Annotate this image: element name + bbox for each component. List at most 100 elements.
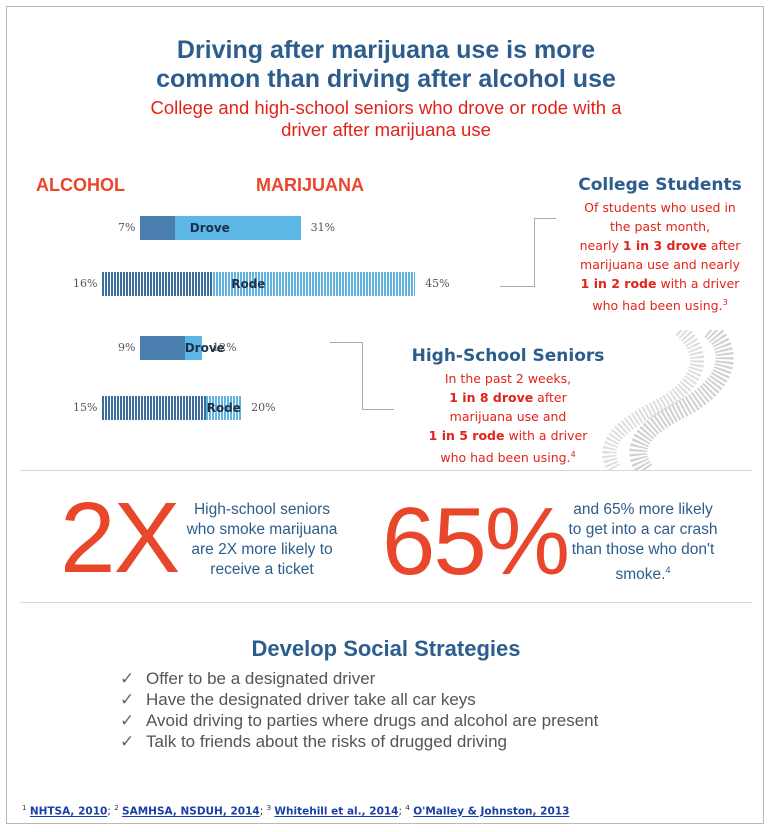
hs-line-3: marijuana use and (449, 409, 567, 424)
college-connector-horizontal (500, 286, 534, 287)
check-icon: ✓ (120, 711, 135, 730)
pct-line-3: than those who don't (571, 541, 715, 558)
page-subtitle: College and high-school seniors who drov… (0, 97, 772, 141)
marijuana-column-heading: MARIJUANA (256, 175, 364, 195)
alcohol-percent-label: 15% (73, 401, 98, 414)
check-icon: ✓ (120, 669, 135, 688)
pct-line-4-text: smoke. (615, 566, 666, 584)
strategy-item: ✓ Avoid driving to parties where drugs an… (120, 710, 598, 731)
ref-link-omalley[interactable]: O'Malley & Johnston, 2013 (413, 805, 570, 818)
college-line-3: nearly 1 in 3 drove after (560, 236, 760, 255)
hs-line-4: 1 in 5 rode with a driver (398, 426, 618, 445)
marijuana-bar-rode (206, 396, 242, 420)
marijuana-bar-rode (213, 272, 416, 296)
ref-link-samhsa[interactable]: SAMHSA, NSDUH, 2014 (122, 805, 260, 818)
subtitle-line-2: driver after marijuana use (281, 119, 491, 140)
strategy-item: ✓ Offer to be a designated driver (120, 668, 598, 689)
two-x-line-2: who smoke marijuana (186, 521, 338, 538)
ref-link-nhtsa[interactable]: NHTSA, 2010 (29, 805, 108, 818)
ref-separator: ; (398, 805, 406, 818)
college-line-3-b: 1 in 3 drove (622, 238, 707, 253)
college-line-6: who had been using.3 (560, 293, 760, 315)
hs-footnote-marker: 4 (570, 450, 576, 459)
two-x-description: High-school seniors who smoke marijuana … (172, 500, 352, 580)
strategy-text: Have the designated driver take all car … (146, 690, 476, 709)
college-line-2: the past month, (609, 219, 710, 234)
strategy-item: ✓ Talk to friends about the risks of drug… (120, 731, 598, 752)
alcohol-bar-rode (102, 272, 214, 296)
alcohol-percent-label: 9% (118, 341, 136, 354)
marijuana-percent-label: 20% (251, 401, 276, 414)
hs-line-2: 1 in 8 drove after (398, 388, 618, 407)
highschool-connector-horizontal (330, 342, 362, 343)
section-divider-2 (20, 602, 752, 603)
marijuana-percent-label: 31% (310, 221, 336, 234)
marijuana-percent-label: 45% (425, 277, 450, 290)
college-line-5-b: with a driver (656, 276, 740, 291)
road-graphic (602, 330, 734, 470)
pct-footnote-marker: 4 (665, 565, 671, 575)
check-icon: ✓ (120, 732, 135, 751)
marijuana-bar-drove (174, 216, 301, 240)
college-students-description: Of students who used in the past month, … (560, 198, 760, 315)
title-line-1: Driving after marijuana use is more (176, 36, 596, 64)
hs-line-5: who had been using.4 (398, 445, 618, 467)
two-x-line-1: High-school seniors (193, 501, 331, 518)
bar-category-label: Drove (185, 336, 225, 360)
references: 1 NHTSA, 2010; 2 SAMHSA, NSDUH, 2014; 3 … (22, 804, 569, 818)
alcohol-bar-rode (102, 396, 207, 420)
strategy-text: Avoid driving to parties where drugs and… (146, 711, 599, 730)
marijuana-bar-drove (184, 336, 203, 360)
ref-separator: ; (107, 805, 115, 818)
college-line-3-a: nearly (579, 238, 623, 253)
ref-marker-3: 3 (266, 804, 272, 812)
college-students-title: College Students (578, 175, 742, 195)
hs-line-4-a: 1 in 5 rode (428, 428, 505, 443)
alcohol-column-heading: ALCOHOL (36, 175, 125, 195)
sixty-five-percent-stat: 65% (382, 488, 570, 595)
alcohol-percent-label: 16% (73, 277, 98, 290)
college-line-6-text: who had been using. (592, 298, 723, 314)
college-line-5: 1 in 2 rode with a driver (560, 274, 760, 293)
check-icon: ✓ (120, 690, 135, 709)
pct-line-2: to get into a car crash (568, 521, 718, 538)
title-line-2: common than driving after alcohol use (156, 65, 616, 93)
highschool-connector-bottom (362, 409, 394, 410)
strategy-text: Talk to friends about the risks of drugg… (146, 732, 507, 751)
hs-line-2-a: 1 in 8 drove (449, 390, 534, 405)
college-footnote-marker: 3 (722, 298, 728, 307)
strategies-title: Develop Social Strategies (251, 636, 521, 661)
ref-separator: ; (259, 805, 267, 818)
page-title: Driving after marijuana use is more comm… (0, 36, 772, 94)
college-line-4: marijuana use and nearly (580, 257, 740, 272)
pct-line-4: smoke.4 (548, 560, 738, 585)
alcohol-percent-label: 7% (118, 221, 136, 234)
highschool-seniors-title: High-School Seniors (411, 346, 605, 366)
ref-link-whitehill[interactable]: Whitehill et al., 2014 (274, 805, 399, 818)
ref-marker-2: 2 (114, 804, 119, 812)
hs-line-1: In the past 2 weeks, (444, 371, 572, 386)
hs-line-4-b: with a driver (504, 428, 588, 443)
sixty-five-percent-description: and 65% more likely to get into a car cr… (548, 500, 738, 585)
strategies-list: ✓ Offer to be a designated driver ✓ Have t… (120, 668, 598, 752)
college-connector-top (534, 218, 556, 219)
college-line-5-a: 1 in 2 rode (580, 276, 657, 291)
alcohol-bar-drove (140, 336, 185, 360)
college-line-1: Of students who used in (584, 200, 736, 215)
two-x-stat: 2X (60, 482, 180, 594)
hs-line-2-b: after (533, 390, 567, 405)
pct-line-1: and 65% more likely (573, 501, 713, 518)
hs-line-5-text: who had been using. (440, 450, 571, 466)
two-x-line-4: receive a ticket (210, 561, 314, 578)
subtitle-line-1: College and high-school seniors who drov… (150, 97, 622, 118)
college-connector-vertical (534, 218, 535, 287)
alcohol-bar-drove (140, 216, 175, 240)
highschool-seniors-description: In the past 2 weeks, 1 in 8 drove after … (398, 369, 618, 467)
strategy-item: ✓ Have the designated driver take all car… (120, 689, 598, 710)
ref-marker-1: 1 (22, 804, 27, 812)
bar-category-label: Rode (231, 277, 266, 291)
bar-category-label: Drove (189, 221, 230, 235)
section-divider-1 (20, 470, 752, 471)
strategy-text: Offer to be a designated driver (146, 669, 376, 688)
